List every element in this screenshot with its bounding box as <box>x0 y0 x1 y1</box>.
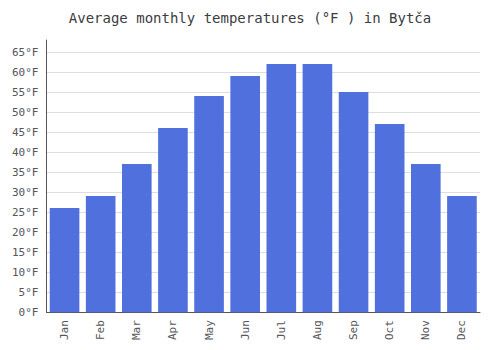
svg-text:35°F: 35°F <box>12 166 39 179</box>
svg-text:Jul: Jul <box>275 320 288 340</box>
svg-text:Average monthly temperatures (: Average monthly temperatures (°F ) in By… <box>69 10 431 26</box>
svg-text:10°F: 10°F <box>12 266 39 279</box>
svg-text:Sep: Sep <box>347 320 360 340</box>
svg-text:Oct: Oct <box>383 320 396 340</box>
svg-text:20°F: 20°F <box>12 226 39 239</box>
svg-text:15°F: 15°F <box>12 246 39 259</box>
svg-text:Jan: Jan <box>58 320 71 340</box>
svg-text:50°F: 50°F <box>12 106 39 119</box>
svg-text:Mar: Mar <box>130 320 143 340</box>
svg-text:Apr: Apr <box>166 320 179 340</box>
svg-text:30°F: 30°F <box>12 186 39 199</box>
svg-text:5°F: 5°F <box>19 286 39 299</box>
svg-text:25°F: 25°F <box>12 206 39 219</box>
svg-text:40°F: 40°F <box>12 146 39 159</box>
svg-text:60°F: 60°F <box>12 66 39 79</box>
svg-text:45°F: 45°F <box>12 126 39 139</box>
svg-text:65°F: 65°F <box>12 46 39 59</box>
svg-text:0°F: 0°F <box>19 306 39 319</box>
svg-text:May: May <box>203 320 216 340</box>
svg-text:Aug: Aug <box>311 320 324 340</box>
svg-text:Jun: Jun <box>239 320 252 340</box>
svg-text:Feb: Feb <box>94 320 107 340</box>
svg-text:Dec: Dec <box>455 320 468 340</box>
svg-text:Nov: Nov <box>419 320 432 340</box>
svg-text:55°F: 55°F <box>12 86 39 99</box>
